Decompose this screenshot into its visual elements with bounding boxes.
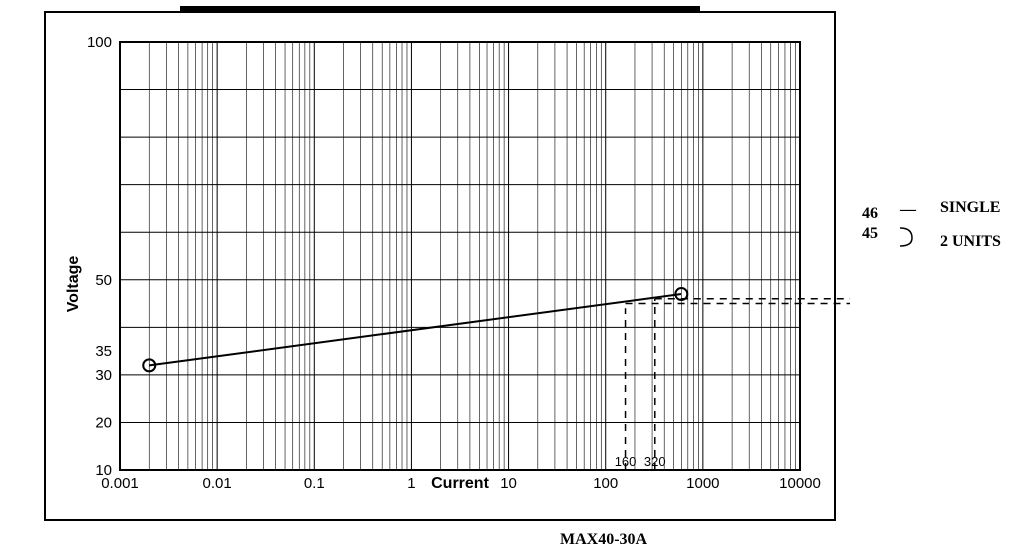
x-tick-label: 1	[407, 475, 415, 492]
y-axis-label: Voltage	[65, 256, 82, 313]
leader-dash: —	[899, 201, 917, 218]
chart-caption: MAX40-30A	[560, 531, 648, 548]
y-tick-label: 50	[95, 272, 112, 289]
y-tick-label: 20	[95, 414, 112, 431]
vi-chart: 0.0010.010.11101001000100001020305010035…	[0, 0, 1024, 552]
x-tick-label: 0.01	[203, 475, 232, 492]
x-tick-label: 100	[593, 475, 618, 492]
x-axis-label: Current	[431, 475, 489, 492]
x-tick-label: 10	[500, 475, 517, 492]
x-tick-label: 10000	[779, 475, 821, 492]
x-tick-label: 1000	[686, 475, 719, 492]
guide-x-label: 320	[644, 454, 666, 469]
annotation-label: 46	[862, 205, 878, 222]
page-frame	[45, 12, 835, 520]
x-tick-label: 0.1	[304, 475, 325, 492]
brace-icon	[900, 228, 912, 246]
y-tick-label: 100	[87, 34, 112, 51]
annotation-label: 45	[862, 225, 878, 242]
annotation-label: SINGLE	[940, 199, 1000, 216]
y-tick-label: 30	[95, 367, 112, 384]
annotation-label: 2 UNITS	[940, 233, 1001, 250]
plot-frame	[120, 42, 800, 470]
y-tick-label: 10	[95, 462, 112, 479]
y-extra-tick-label: 35	[95, 343, 112, 360]
guide-x-label: 160	[615, 454, 637, 469]
